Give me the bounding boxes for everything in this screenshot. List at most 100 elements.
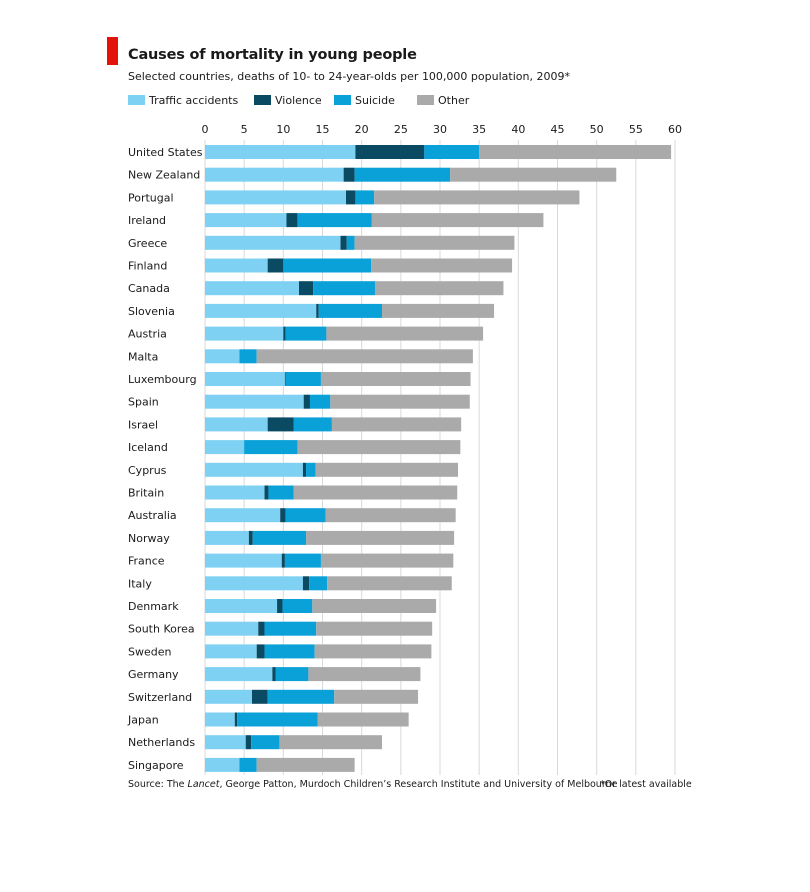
- category-label-malta: Malta: [128, 350, 158, 363]
- bar-sweden-suicide: [264, 644, 315, 659]
- bar-finland-suicide: [283, 258, 372, 273]
- bar-netherlands-violence: [245, 735, 252, 750]
- bars: [205, 145, 672, 772]
- bar-south-korea-violence: [258, 621, 265, 636]
- bar-finland-traffic-accidents: [205, 258, 268, 273]
- bar-netherlands-other: [279, 735, 383, 750]
- bar-greece-traffic-accidents: [205, 235, 341, 250]
- category-label-netherlands: Netherlands: [128, 736, 195, 749]
- bar-norway-other: [306, 530, 455, 545]
- source-note: Source: The Lancet, George Patton, Murdo…: [128, 779, 617, 790]
- bar-australia-traffic-accidents: [205, 508, 281, 523]
- bar-singapore-suicide: [239, 757, 257, 772]
- bar-ireland-traffic-accidents: [205, 213, 287, 228]
- bar-australia-other: [325, 508, 456, 523]
- bar-cyprus-violence: [302, 462, 307, 477]
- legend-label-traffic: Traffic accidents: [149, 94, 239, 107]
- bar-portugal-other: [374, 190, 580, 205]
- footnote: *Or latest available: [600, 779, 692, 790]
- bar-switzerland-suicide: [267, 689, 335, 704]
- bar-luxembourg-violence: [284, 372, 286, 386]
- bar-netherlands-suicide: [251, 735, 280, 750]
- bar-france-violence: [281, 553, 285, 568]
- category-label-germany: Germany: [128, 668, 179, 681]
- category-label-singapore: Singapore: [128, 759, 184, 772]
- bar-switzerland-other: [334, 689, 419, 704]
- bar-malta-traffic-accidents: [205, 349, 240, 364]
- category-label-canada: Canada: [128, 282, 170, 295]
- bar-luxembourg-traffic-accidents: [205, 372, 285, 386]
- bar-japan-violence: [234, 712, 238, 727]
- bar-slovenia-suicide: [318, 303, 383, 318]
- legend-item-suicide: Suicide: [334, 94, 395, 107]
- x-tick-label-30: 30: [433, 123, 447, 136]
- bar-united-states-traffic-accidents: [205, 145, 356, 159]
- source-suffix: , George Patton, Murdoch Children’s Rese…: [219, 779, 618, 790]
- x-tick-label-10: 10: [276, 123, 290, 136]
- x-tick-label-25: 25: [394, 123, 408, 136]
- bar-portugal-traffic-accidents: [205, 190, 346, 205]
- bar-spain-other: [330, 394, 470, 409]
- category-label-united-states: United States: [128, 146, 203, 159]
- category-label-switzerland: Switzerland: [128, 691, 192, 704]
- bar-malta-other: [256, 349, 473, 364]
- bar-japan-suicide: [237, 712, 318, 727]
- bar-australia-suicide: [285, 508, 326, 523]
- bar-britain-suicide: [268, 485, 294, 500]
- bar-israel-traffic-accidents: [205, 417, 268, 432]
- bar-new-zealand-traffic-accidents: [205, 167, 344, 182]
- category-label-australia: Australia: [128, 509, 177, 522]
- bar-united-states-other: [479, 145, 672, 159]
- bar-greece-suicide: [346, 235, 355, 250]
- chart-title: Causes of mortality in young people: [128, 47, 417, 63]
- source-journal: Lancet: [187, 779, 220, 790]
- x-tick-label-60: 60: [668, 123, 682, 136]
- category-label-ireland: Ireland: [128, 214, 166, 227]
- bar-denmark-suicide: [282, 599, 313, 613]
- category-label-israel: Israel: [128, 418, 158, 431]
- bar-switzerland-violence: [252, 689, 268, 704]
- bar-cyprus-other: [315, 462, 459, 477]
- bar-israel-suicide: [293, 417, 332, 432]
- source-prefix: Source: The: [128, 779, 188, 790]
- bar-singapore-traffic-accidents: [205, 757, 240, 772]
- bar-luxembourg-suicide: [285, 372, 321, 386]
- bar-britain-traffic-accidents: [205, 485, 265, 500]
- category-label-france: France: [128, 555, 165, 568]
- category-label-cyprus: Cyprus: [128, 464, 167, 477]
- bar-portugal-suicide: [355, 190, 375, 205]
- bar-luxembourg-other: [320, 372, 471, 386]
- x-axis-ticks: 0 5 10 15 20 25 30 35 40 45 50 55 60: [202, 123, 683, 136]
- bar-italy-other: [327, 576, 452, 591]
- legend-swatch-other: [417, 95, 434, 105]
- legend-item-violence: Violence: [254, 94, 322, 107]
- bar-austria-violence: [283, 326, 286, 341]
- category-labels: United States New Zealand Portugal Ireland G…: [127, 146, 203, 772]
- bar-united-states-violence: [355, 145, 425, 159]
- bar-britain-violence: [264, 485, 269, 500]
- bar-iceland-other: [297, 440, 461, 455]
- legend-swatch-suicide: [334, 95, 351, 105]
- red-tag-marker: [107, 37, 118, 65]
- bar-denmark-other: [312, 599, 437, 613]
- bar-singapore-other: [256, 757, 355, 772]
- category-label-luxembourg: Luxembourg: [128, 373, 197, 386]
- category-label-greece: Greece: [128, 237, 167, 250]
- x-tick-label-20: 20: [355, 123, 369, 136]
- category-label-britain: Britain: [128, 487, 164, 500]
- bar-iceland-suicide: [244, 440, 298, 455]
- bar-slovenia-violence: [316, 303, 319, 318]
- x-tick-label-15: 15: [316, 123, 330, 136]
- bar-canada-traffic-accidents: [205, 281, 299, 296]
- bar-malta-suicide: [239, 349, 257, 364]
- legend-label-suicide: Suicide: [355, 94, 395, 107]
- x-tick-label-55: 55: [629, 123, 643, 136]
- bar-canada-suicide: [313, 281, 375, 296]
- category-label-south-korea: South Korea: [128, 623, 195, 636]
- category-label-slovenia: Slovenia: [128, 305, 175, 318]
- bar-italy-traffic-accidents: [205, 576, 303, 591]
- category-label-italy: Italy: [128, 577, 152, 590]
- bar-greece-other: [354, 235, 515, 250]
- bar-spain-traffic-accidents: [205, 394, 304, 409]
- bar-cyprus-traffic-accidents: [205, 462, 303, 477]
